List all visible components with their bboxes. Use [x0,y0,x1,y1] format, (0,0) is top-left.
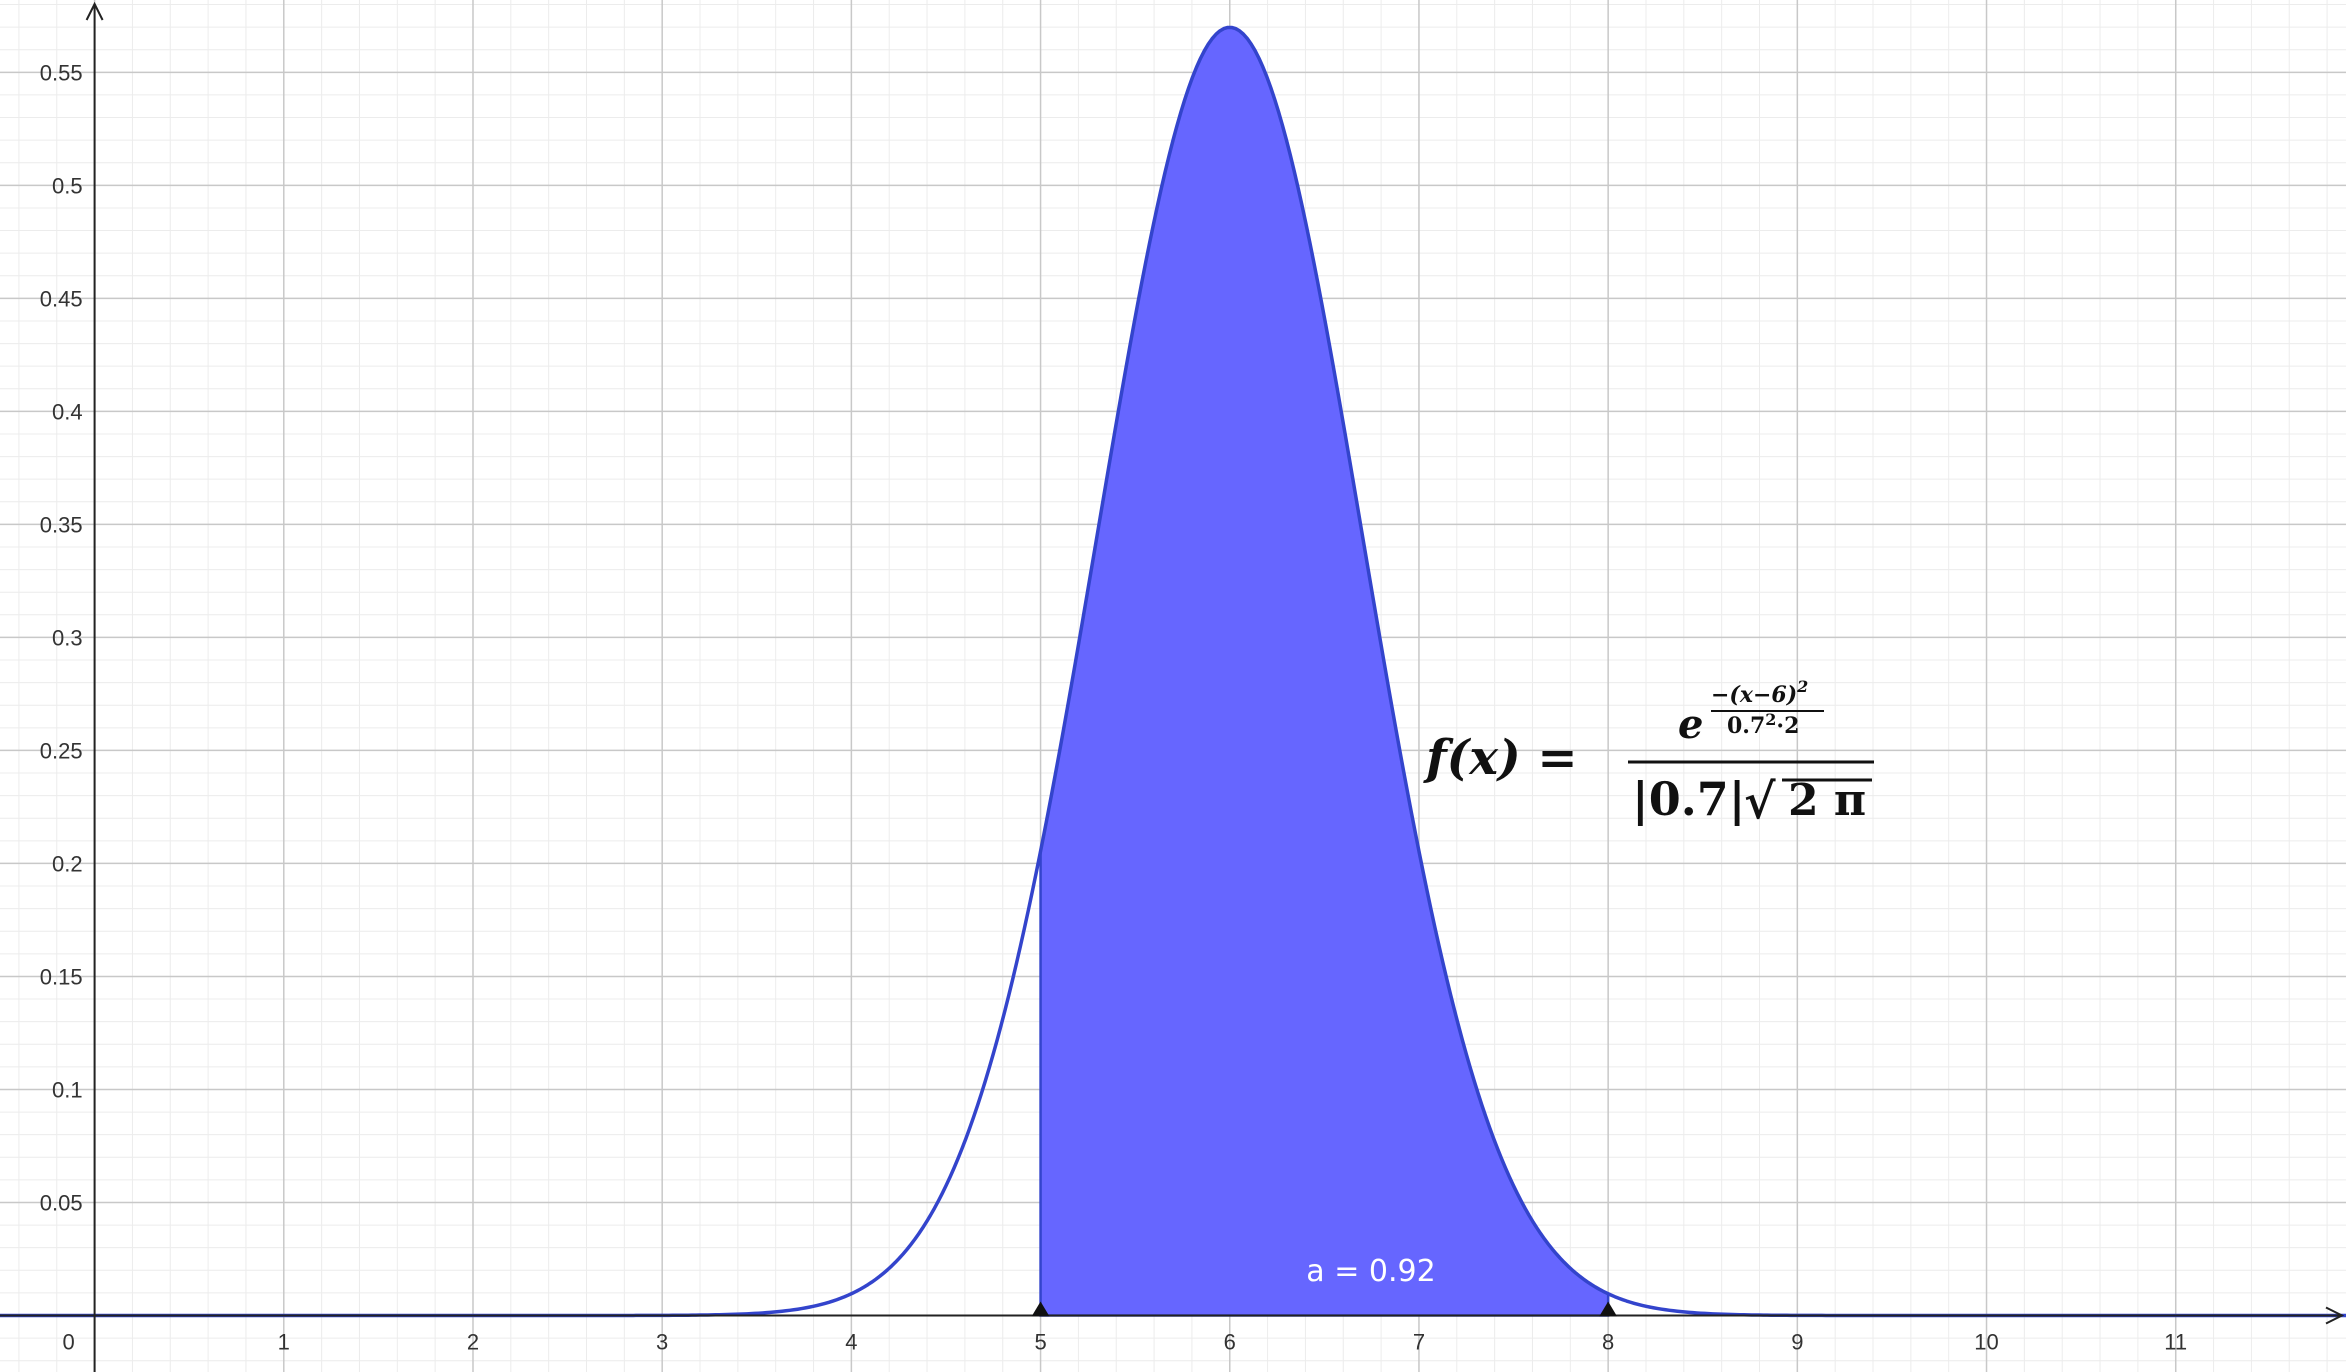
x-tick-label: 0 [62,1329,74,1354]
points-layer[interactable] [1031,1301,1618,1317]
x-tick-label: 8 [1602,1329,1614,1354]
area-annotation: a = 0.92 [1306,1254,1435,1289]
x-tick-label: 3 [656,1329,668,1354]
bound-point[interactable] [1599,1301,1618,1317]
formula-denominator-abs: |0.7| [1632,772,1746,826]
x-tick-label: 6 [1224,1329,1236,1354]
y-tick-label: 0.4 [52,399,83,424]
shaded-area-layer [1039,26,1610,1317]
y-tick-label: 0.3 [52,625,83,650]
y-tick-label: 0.35 [40,512,83,537]
x-tick-label: 9 [1791,1329,1803,1354]
y-tick-label: 0.45 [40,286,83,311]
x-tick-label: 2 [467,1329,479,1354]
y-axis-arrow [85,1,104,21]
shaded-area [1039,26,1610,1317]
x-axis-arrow [2325,1306,2345,1325]
y-tick-label: 0.2 [52,851,83,876]
tick-labels: 0 1 2 3 4 5 6 7 8 9 10 11 0.05 0.1 0.15 0.2 0.25 0.3 0.35 0… [40,60,2187,1354]
x-tick-label: 7 [1413,1329,1425,1354]
bound-point[interactable] [1031,1301,1050,1317]
x-tick-label: 5 [1034,1329,1046,1354]
y-tick-label: 0.55 [40,60,83,85]
y-tick-label: 0.15 [40,964,83,989]
y-tick-label: 0.25 [40,738,83,763]
formula-lhs: f(x) = [1423,730,1578,786]
y-tick-label: 0.05 [40,1190,83,1215]
formula-exp-denominator: 0.72·2 [1727,710,1799,739]
formula-exp-base: e [1678,701,1703,748]
formula-exp-numerator: −(x−6)2 [1711,677,1808,708]
y-tick-label: 0.1 [52,1077,83,1102]
formula-denominator-radicand: 2 π [1788,775,1866,826]
x-tick-label: 11 [2164,1329,2187,1354]
formula-sqrt-sign: √ [1744,774,1776,830]
function-formula: f(x) = e −(x−6)2 0.72·2 |0.7| √ 2 π [1423,677,1874,830]
x-tick-label: 10 [1974,1329,1998,1354]
x-tick-label: 1 [278,1329,290,1354]
x-tick-label: 4 [845,1329,857,1354]
y-tick-label: 0.5 [52,173,83,198]
